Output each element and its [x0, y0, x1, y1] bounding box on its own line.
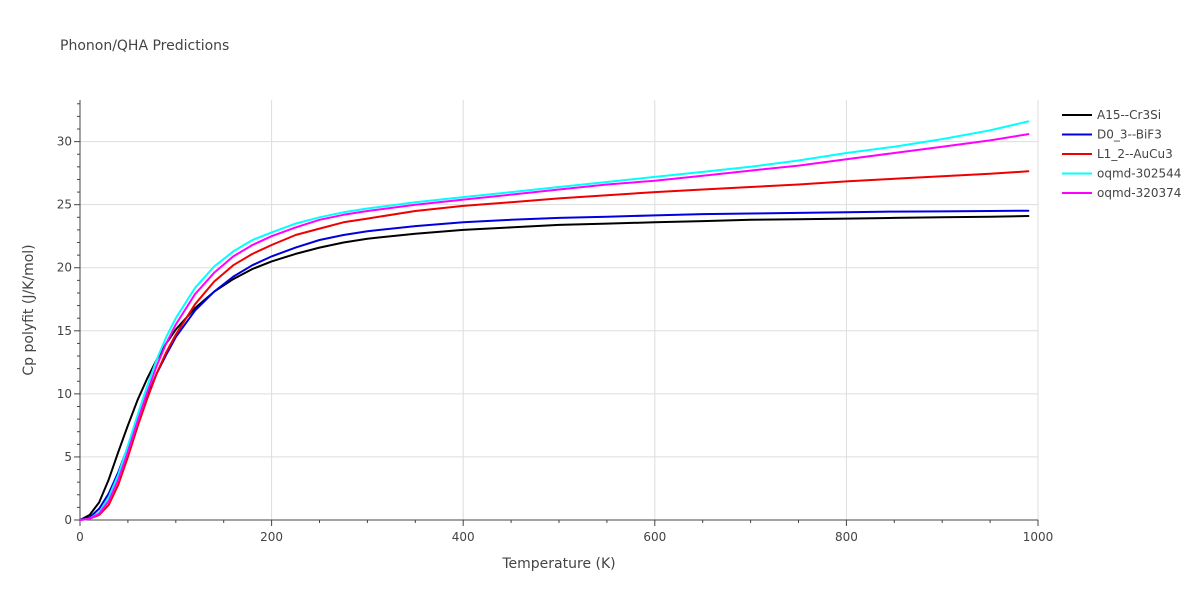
y-tick-label-6: 30 [57, 135, 72, 149]
legend-label-3: oqmd-302544 [1097, 167, 1181, 181]
legend-label-1: D0_3--BiF3 [1097, 128, 1162, 142]
legend: A15--Cr3Si D0_3--BiF3 L1_2--AuCu3 oqmd-3025… [1062, 108, 1181, 200]
y-axis-title: Cp polyfit (J/K/mol) [21, 244, 37, 375]
x-tick-label-5: 1000 [1023, 530, 1054, 544]
y-tick-label-4: 20 [57, 261, 72, 275]
gridlines [80, 100, 1039, 520]
legend-label-0: A15--Cr3Si [1097, 108, 1161, 122]
y-tick-label-3: 15 [57, 324, 72, 338]
y-axis-ticks: 0 5 10 15 20 25 30 [57, 103, 80, 527]
x-tick-label-1: 200 [260, 530, 283, 544]
series-line-3 [79, 120, 1030, 521]
x-tick-label-4: 800 [835, 530, 858, 544]
y-tick-label-5: 25 [57, 198, 72, 212]
legend-label-4: oqmd-320374 [1097, 186, 1181, 200]
legend-item-1[interactable]: D0_3--BiF3 [1062, 128, 1162, 142]
series-line-4 [79, 133, 1030, 521]
x-tick-label-2: 400 [452, 530, 475, 544]
series-line-2 [79, 170, 1030, 521]
x-axis-title: Temperature (K) [501, 556, 615, 572]
plot-area [79, 120, 1030, 521]
y-tick-label-1: 5 [64, 450, 72, 464]
legend-item-2[interactable]: L1_2--AuCu3 [1062, 147, 1173, 161]
series-line-1 [79, 209, 1030, 521]
y-tick-label-0: 0 [64, 513, 72, 527]
x-axis-ticks: 0 200 400 600 800 1000 [76, 520, 1053, 544]
legend-label-2: L1_2--AuCu3 [1097, 147, 1173, 161]
legend-item-4[interactable]: oqmd-320374 [1062, 186, 1181, 200]
y-tick-label-2: 10 [57, 387, 72, 401]
legend-item-3[interactable]: oqmd-302544 [1062, 167, 1181, 181]
chart-title: Phonon/QHA Predictions [60, 38, 229, 54]
x-tick-label-3: 600 [643, 530, 666, 544]
x-tick-label-0: 0 [76, 530, 84, 544]
legend-item-0[interactable]: A15--Cr3Si [1062, 108, 1161, 122]
series-line-0 [79, 215, 1030, 521]
